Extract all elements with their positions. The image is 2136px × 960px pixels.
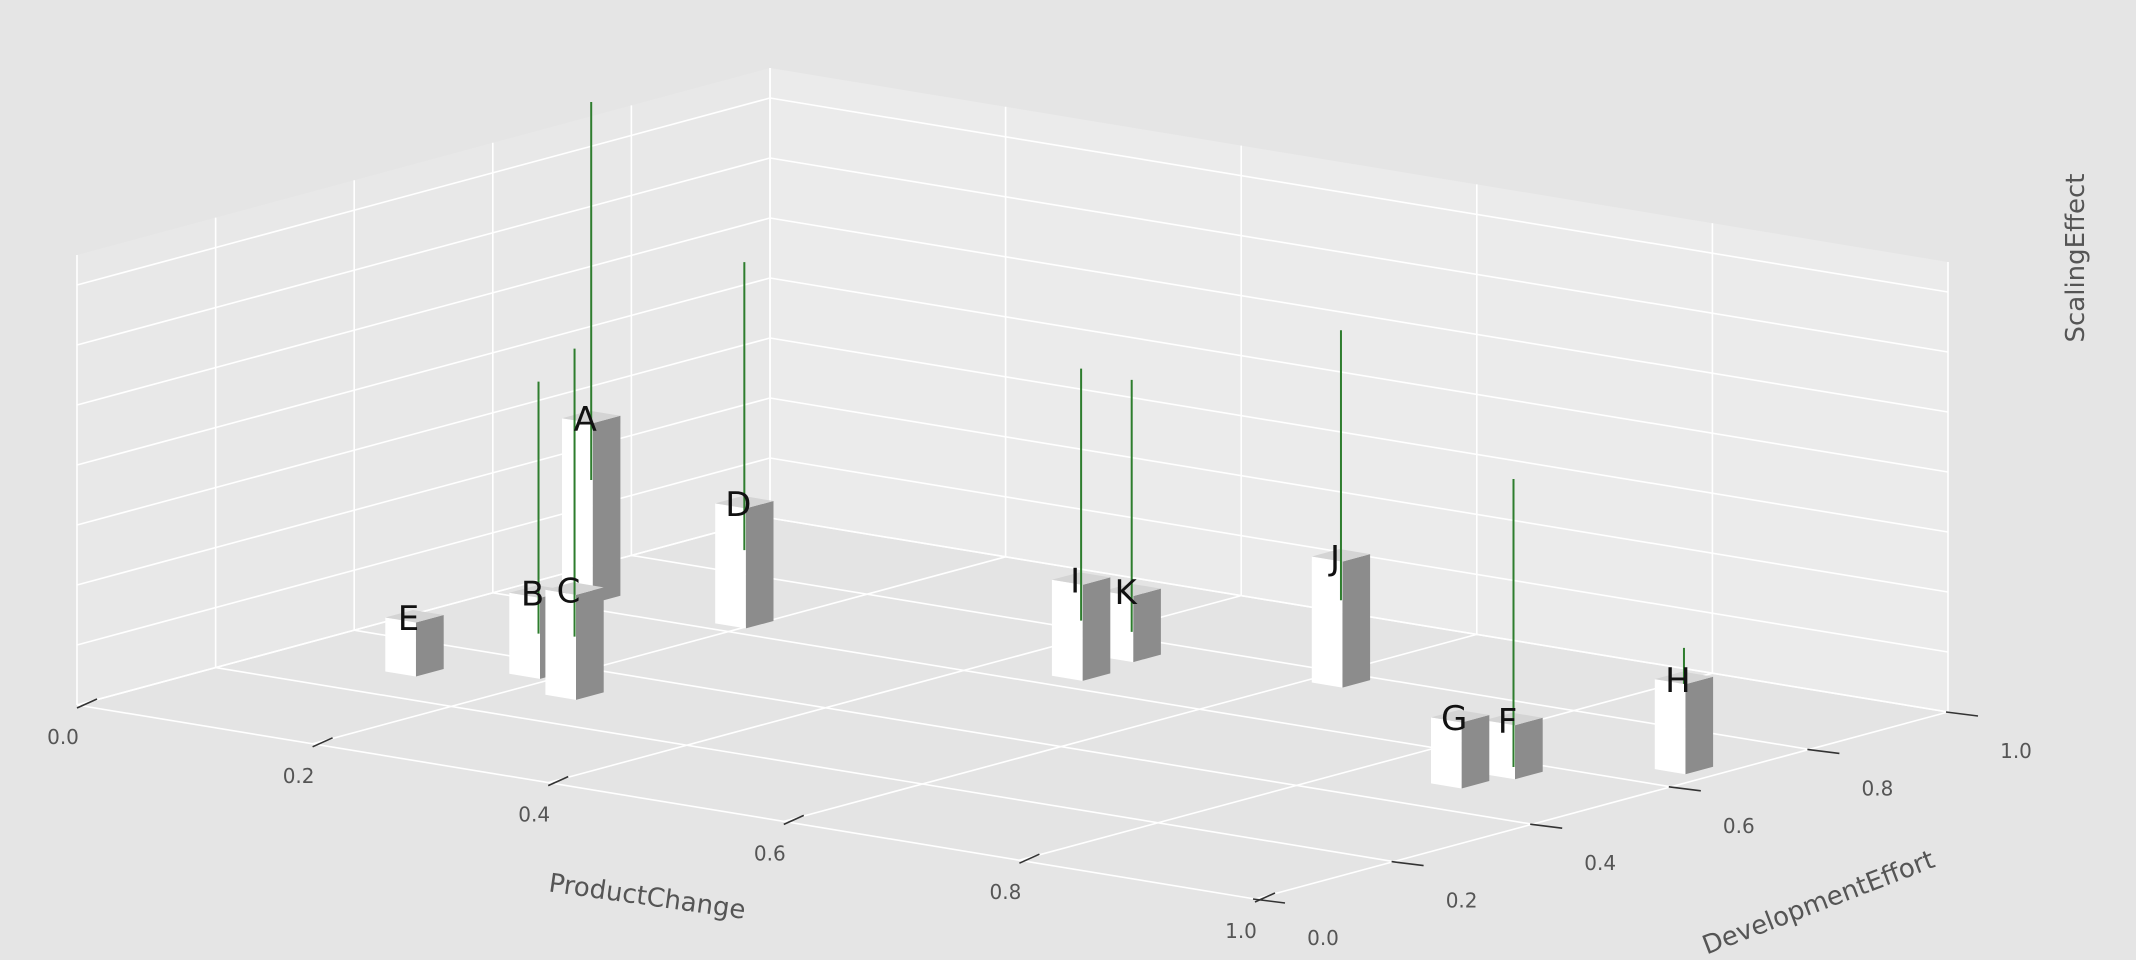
grid-line-y: [215, 666, 1394, 863]
data-bars: [385, 101, 1714, 789]
grid-line-x: [1019, 672, 1713, 861]
y-tick-mark: [1391, 860, 1424, 867]
point-label-F: F: [1498, 702, 1518, 742]
bar-front-F: [1484, 720, 1515, 780]
x-tick-label: 0.4: [518, 803, 550, 827]
x-tick-mark: [783, 814, 805, 826]
grid-line-z: [769, 277, 1949, 473]
x-tick-mark: [76, 698, 98, 709]
bar-top-G: [1431, 710, 1490, 723]
x-tick-mark: [547, 775, 569, 787]
bar-side-E: [415, 615, 444, 677]
y-tick-label: 0.2: [1446, 889, 1478, 913]
bar-side-H: [1685, 676, 1714, 775]
bar-front-H: [1654, 679, 1686, 775]
pane-back: [770, 68, 1948, 712]
grid-line-y: [631, 554, 1810, 751]
bar-side-D: [745, 501, 774, 629]
axis-ticks: 0.00.20.40.60.81.00.00.20.40.60.81.00.00…: [47, 698, 2032, 950]
bar-front-A: [562, 418, 593, 604]
grid-line-z: [769, 397, 1949, 593]
grid-line-z: [769, 337, 1949, 533]
point-label-B: B: [521, 575, 544, 615]
grid-line-z: [76, 517, 771, 706]
y-tick-label: 1.0: [2000, 739, 2032, 763]
grid-line-z: [76, 157, 771, 346]
y-tick-mark: [1945, 711, 1979, 717]
bar-front-B: [509, 592, 540, 679]
point-label-E: E: [398, 599, 419, 639]
grid-line-x: [1254, 711, 1949, 900]
x-tick-mark: [1254, 892, 1276, 903]
bar-side-F: [1515, 717, 1543, 780]
grid-line-z: [76, 397, 771, 586]
bar-side-A: [592, 415, 621, 604]
grid-line-z: [769, 157, 1949, 353]
grid-line-z: [76, 97, 771, 286]
grid-line-z: [76, 337, 771, 526]
bar-side-J: [1342, 554, 1371, 688]
point-label-H: H: [1665, 661, 1691, 701]
y-tick-mark: [1807, 748, 1840, 755]
y-tick-label: 0.0: [1307, 926, 1339, 950]
bar-front-C: [545, 589, 576, 700]
grid-line-z: [769, 97, 1949, 293]
point-label-G: G: [1441, 699, 1467, 739]
bar-side-I: [1082, 577, 1111, 681]
point-label-C: C: [557, 572, 581, 612]
axes-panes: [77, 68, 1948, 899]
bar-side-G: [1461, 715, 1490, 789]
bar-front-J: [1311, 556, 1343, 688]
grid-line-z: [76, 457, 771, 646]
x-tick-label: 0.2: [283, 764, 315, 788]
y-tick-label: 0.8: [1861, 776, 1893, 800]
x-tick-label: 1.0: [1225, 919, 1257, 943]
y-axis-label: DevelopmentEffort: [1698, 845, 1939, 960]
bar-front-I: [1051, 579, 1083, 681]
grid-line-y: [76, 704, 1256, 900]
bar-front-G: [1431, 717, 1462, 789]
x-tick-label: 0.6: [754, 841, 786, 865]
point-label-A: A: [574, 400, 597, 440]
x-tick-mark: [1019, 853, 1040, 864]
x-tick-label: 0.0: [47, 725, 79, 749]
bar-top-E: [385, 610, 444, 623]
y-tick-label: 0.4: [1584, 851, 1616, 875]
bar-front-D: [715, 503, 746, 629]
y-tick-mark: [1252, 898, 1286, 904]
point-label-D: D: [725, 485, 751, 525]
point-label-K: K: [1115, 573, 1139, 613]
z-axis-label: ScalingEffect: [2061, 174, 2091, 343]
y-tick-label: 0.6: [1723, 814, 1755, 838]
grid-line-z: [769, 217, 1949, 413]
x-axis-label: ProductChange: [547, 868, 748, 925]
bar-side-C: [576, 587, 604, 700]
point-label-J: J: [1328, 538, 1340, 578]
y-tick-mark: [1668, 786, 1701, 792]
bar-side-K: [1133, 588, 1161, 663]
point-label-I: I: [1070, 562, 1080, 602]
x-tick-label: 0.8: [989, 880, 1021, 904]
grid-line-z: [76, 217, 771, 406]
grid-line-x: [312, 556, 1006, 745]
grid-line-z: [76, 277, 771, 466]
y-tick-mark: [1530, 823, 1563, 829]
x-tick-mark: [312, 737, 333, 748]
bar-front-E: [385, 617, 416, 677]
point-labels: J K H I A D FG B C E: [398, 400, 1691, 742]
